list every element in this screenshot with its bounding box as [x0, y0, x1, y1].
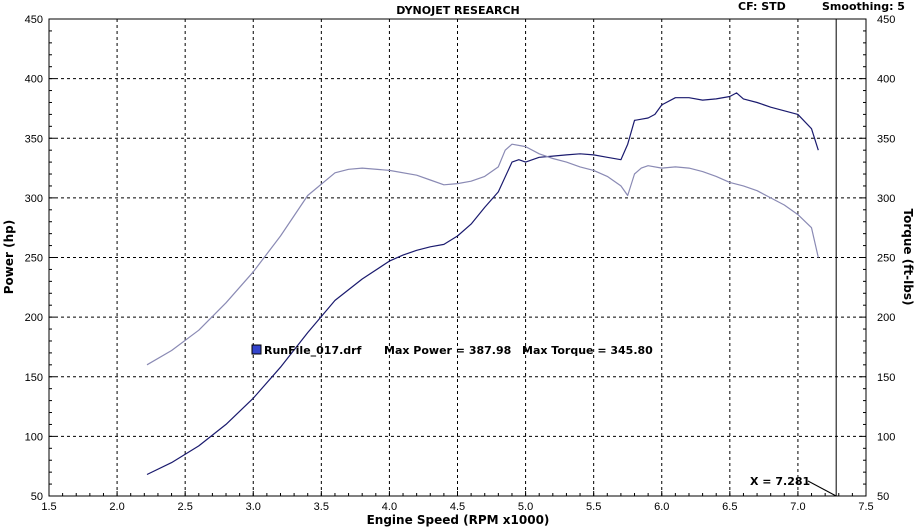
- series-line-2: [146, 143, 819, 366]
- y2-tick-label: 450: [877, 14, 895, 26]
- cursor-leader: [807, 480, 837, 497]
- y-tick-label: 300: [25, 193, 43, 205]
- correction-factor: CF: STD: [738, 0, 786, 13]
- tick-layer: 1.5 2.0 2.5 3.0 3.5 4.0 4.5 5.0 5.5 6.0 6.5 7.0 7.5 5…: [25, 14, 896, 513]
- y2-tick-label: 400: [877, 74, 895, 86]
- y2-tick-label: 150: [877, 372, 895, 384]
- y2-tick-label: 250: [877, 253, 895, 265]
- smoothing-level: Smoothing: 5: [822, 0, 905, 13]
- y-tick-label: 400: [25, 74, 43, 86]
- x-tick-label: 5.0: [518, 501, 533, 513]
- x-tick-label: 7.0: [790, 501, 805, 513]
- y-tick-label: 250: [25, 253, 43, 265]
- y-tick-label: 450: [25, 14, 43, 26]
- x-tick-label: 7.5: [858, 501, 873, 513]
- y-tick-label: 50: [31, 491, 43, 503]
- y-tick-label: 150: [25, 372, 43, 384]
- legend-swatch[interactable]: [251, 344, 262, 355]
- y-tick-label: 350: [25, 133, 43, 145]
- y2-tick-label: 100: [877, 431, 895, 443]
- y-axis-label: Power (hp): [2, 220, 16, 294]
- y2-axis-label: Torque (ft-lbs): [901, 209, 915, 306]
- y2-tick-label: 200: [877, 312, 895, 324]
- x-tick-label: 5.5: [586, 501, 601, 513]
- grid: [49, 19, 866, 496]
- series-layer: [146, 92, 819, 476]
- y2-tick-label: 50: [877, 491, 889, 503]
- x-tick-label: 6.0: [654, 501, 669, 513]
- x-axis-label: Engine Speed (RPM x1000): [367, 513, 550, 527]
- cursor-label: X = 7.281: [750, 475, 810, 488]
- x-tick-label: 2.5: [178, 501, 193, 513]
- y2-tick-label: 300: [877, 193, 895, 205]
- legend-max-power: Max Power = 387.98: [384, 344, 511, 357]
- x-tick-label: 4.0: [382, 501, 397, 513]
- legend-file: RunFile_017.drf: [264, 344, 362, 357]
- x-tick-label: 3.5: [314, 501, 329, 513]
- y-tick-label: 200: [25, 312, 43, 324]
- x-tick-label: 4.5: [450, 501, 465, 513]
- x-tick-label: 6.5: [722, 501, 737, 513]
- x-tick-label: 2.0: [109, 501, 124, 513]
- y-tick-label: 100: [25, 431, 43, 443]
- legend-max-torque: Max Torque = 345.80: [522, 344, 653, 357]
- x-tick-label: 1.5: [41, 501, 56, 513]
- series-line-1: [146, 92, 819, 476]
- x-tick-label: 3.0: [246, 501, 261, 513]
- chart-title: DYNOJET RESEARCH: [396, 4, 519, 17]
- y2-tick-label: 350: [877, 133, 895, 145]
